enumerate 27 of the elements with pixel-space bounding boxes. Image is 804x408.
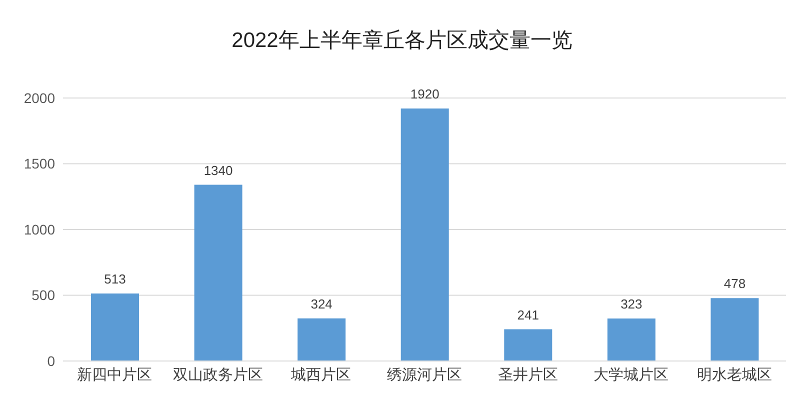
y-tick-label: 1500 (24, 156, 56, 172)
data-label: 324 (310, 296, 332, 312)
x-tick-label: 圣井片区 (498, 366, 558, 384)
bar (400, 108, 449, 361)
x-tick-label: 双山政务片区 (172, 366, 263, 384)
data-label: 1340 (204, 162, 233, 178)
x-tick-label: 新四中片区 (77, 366, 152, 384)
x-tick-label: 明水老城区 (696, 366, 772, 384)
y-tick-label: 500 (32, 287, 56, 304)
x-tick-label: 城西片区 (290, 366, 352, 384)
bar (504, 329, 552, 361)
data-label: 513 (104, 272, 126, 287)
data-label: 478 (724, 276, 746, 292)
y-tick-label: 1000 (24, 221, 56, 238)
bar (91, 294, 139, 361)
y-tick-label: 0 (47, 352, 56, 369)
data-label: 241 (517, 307, 539, 322)
x-tick-label: 大学城片区 (594, 366, 669, 384)
y-tick-label: 2000 (24, 90, 56, 106)
bar (194, 184, 242, 361)
bar (710, 298, 759, 361)
data-label: 323 (620, 296, 642, 312)
bar (298, 318, 346, 361)
x-tick-label: 绣源河片区 (387, 366, 462, 384)
data-label: 1920 (410, 86, 440, 102)
chart-title: 2022年上半年章丘各片区成交量一览 (230, 28, 574, 54)
bar (607, 318, 656, 361)
